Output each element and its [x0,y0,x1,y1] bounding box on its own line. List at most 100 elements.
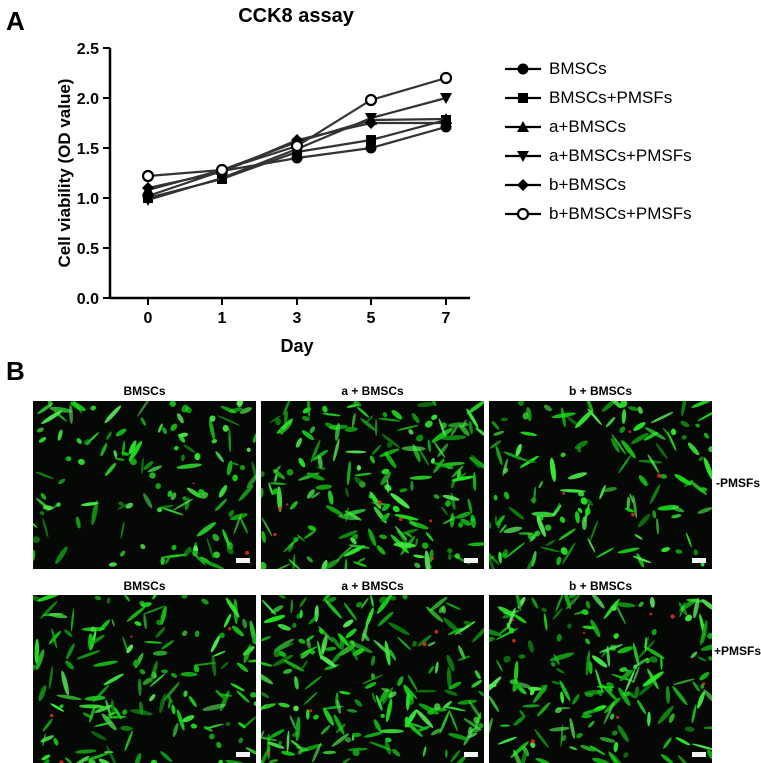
live-cell [322,412,341,417]
live-cell [660,655,663,671]
live-cell [544,524,552,531]
live-cell [581,609,589,615]
live-cell [373,719,382,732]
live-cell [369,741,392,751]
live-cell [473,716,480,724]
chart-axes: 0.0 0.5 1.0 1.5 2.0 2.5 0 1 3 5 7 [77,41,470,327]
live-cell [686,532,692,548]
live-cell [42,718,53,732]
live-cell [209,419,215,441]
legend-swatch [505,207,541,220]
data-point [141,169,155,183]
live-cell [430,457,435,464]
live-cell [577,491,585,497]
live-cell [708,656,712,661]
live-cell [321,635,328,654]
data-point [366,135,376,145]
live-cell [90,731,107,741]
live-cell [567,472,588,480]
live-cell [379,448,400,457]
live-cell [129,458,137,466]
live-cell [430,728,442,736]
dead-cell [273,532,277,537]
live-cell [129,709,153,716]
live-cell [206,537,214,560]
micro-label-top-3: b + BMSCs [568,384,632,398]
live-cell [57,429,63,441]
live-cell [611,730,618,736]
live-cell [70,401,86,412]
live-cell [343,602,357,621]
live-cell [114,457,125,461]
live-cell [357,406,370,418]
live-cell [386,698,393,723]
live-cell [699,487,708,492]
live-cell [422,746,427,757]
dead-cell [286,503,289,506]
live-cell [352,533,359,540]
data-point [142,182,154,194]
live-cell [637,513,651,528]
live-cell [632,666,640,684]
live-cell [261,736,278,741]
live-cell [292,554,296,569]
live-cell [307,401,311,418]
live-cell [468,420,473,435]
live-cell [586,498,594,506]
live-cell [674,474,692,486]
live-cell [693,598,700,619]
live-cell [250,692,256,698]
live-cell [499,724,511,727]
live-cell [55,546,68,565]
live-cell [707,632,712,639]
live-cell [426,606,444,623]
live-cell [489,520,492,529]
live-cell [34,638,40,664]
live-cell [637,406,643,414]
live-cell [126,644,134,654]
live-cell [117,503,129,510]
live-cell [470,454,481,469]
micrograph-b-bmscs-plus-pmsfs [489,595,712,763]
live-cell [308,614,320,625]
live-cell [33,520,38,528]
live-cell [522,704,540,708]
live-cell [217,415,240,426]
live-cell [625,669,636,693]
data-point [142,195,154,206]
live-cell [306,709,310,720]
live-cell [623,752,629,758]
live-cell [196,522,216,537]
live-cell [647,711,651,727]
live-cell [638,679,656,696]
live-cell [684,726,695,732]
live-cell [495,445,503,466]
dead-cell [245,550,249,555]
live-cell [634,534,643,540]
live-cell [353,732,362,738]
live-cell [371,692,377,703]
live-cell [514,683,522,689]
live-cell [671,514,682,519]
live-cell [161,640,175,650]
live-cell [104,462,117,477]
live-cell [269,729,285,739]
live-cell [360,418,376,431]
live-cell [585,600,591,609]
live-cell [513,614,527,624]
live-cell [502,549,508,559]
live-cell [344,426,358,432]
live-cell [681,401,687,417]
live-cell [407,517,417,527]
live-cell [394,526,408,541]
live-cell [597,689,603,697]
live-cell [110,699,115,716]
live-cell [656,518,659,535]
live-cell [581,516,587,531]
live-cell [697,656,707,662]
live-cell [153,650,168,656]
live-cell [365,607,374,628]
live-cell [508,507,525,520]
dead-cell [429,519,433,523]
live-cell [365,415,374,424]
